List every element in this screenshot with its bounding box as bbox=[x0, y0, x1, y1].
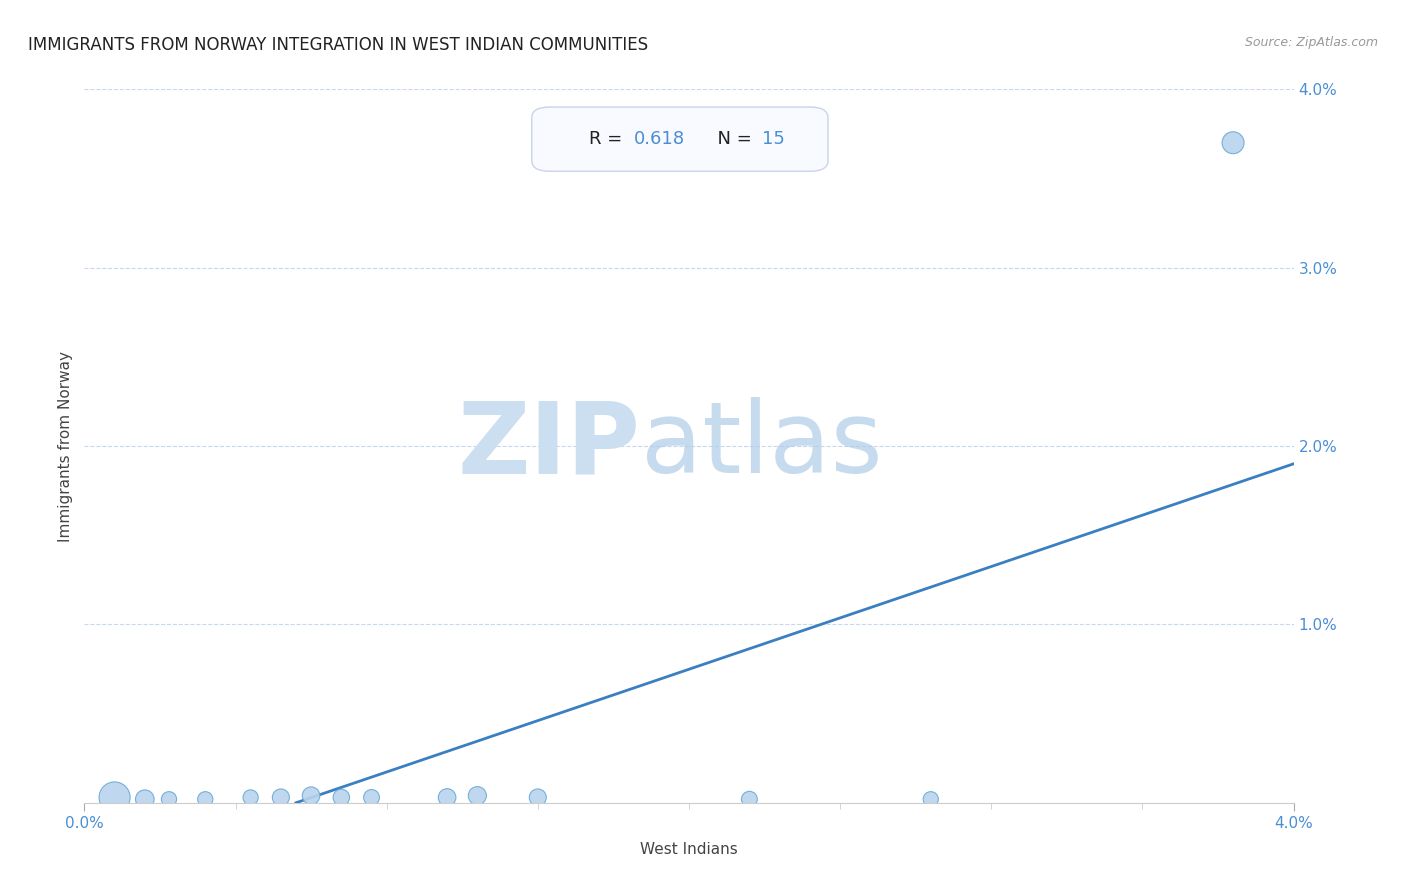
Point bbox=[920, 792, 942, 806]
Point bbox=[330, 790, 353, 805]
Point bbox=[194, 792, 217, 806]
FancyBboxPatch shape bbox=[531, 107, 828, 171]
Text: atlas: atlas bbox=[641, 398, 882, 494]
Text: 15: 15 bbox=[762, 130, 785, 148]
Point bbox=[467, 789, 489, 803]
Text: 0.618: 0.618 bbox=[634, 130, 685, 148]
Point bbox=[134, 792, 156, 806]
Y-axis label: Immigrants from Norway: Immigrants from Norway bbox=[58, 351, 73, 541]
Point bbox=[104, 790, 127, 805]
Point bbox=[738, 792, 761, 806]
Text: N =: N = bbox=[706, 130, 758, 148]
Point bbox=[270, 790, 292, 805]
Text: IMMIGRANTS FROM NORWAY INTEGRATION IN WEST INDIAN COMMUNITIES: IMMIGRANTS FROM NORWAY INTEGRATION IN WE… bbox=[28, 36, 648, 54]
Text: Source: ZipAtlas.com: Source: ZipAtlas.com bbox=[1244, 36, 1378, 49]
Point bbox=[360, 790, 382, 805]
Point bbox=[239, 790, 262, 805]
Point bbox=[299, 789, 322, 803]
Point bbox=[527, 790, 550, 805]
Point bbox=[436, 790, 458, 805]
Point bbox=[1222, 136, 1244, 150]
Text: ZIP: ZIP bbox=[458, 398, 641, 494]
Text: R =: R = bbox=[589, 130, 628, 148]
Point bbox=[157, 792, 180, 806]
X-axis label: West Indians: West Indians bbox=[640, 842, 738, 857]
